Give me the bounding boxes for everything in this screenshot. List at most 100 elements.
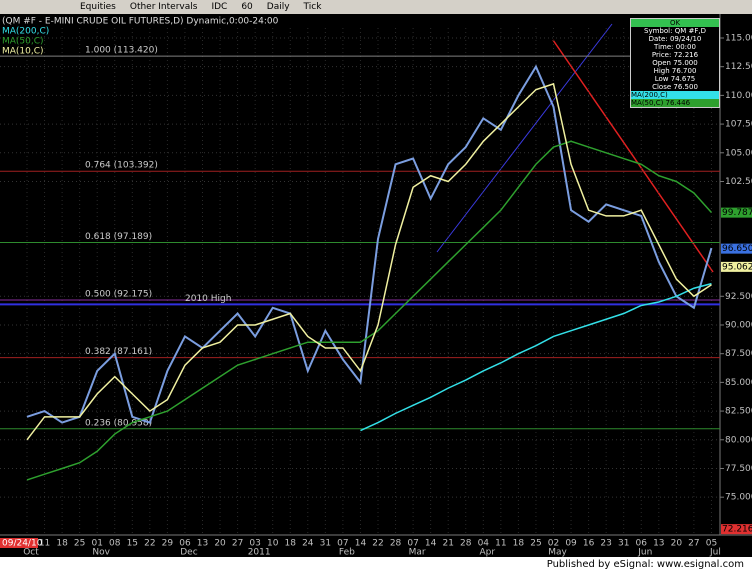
x-tick-label: 23 [600,539,611,549]
toolbar-item[interactable]: Equities [80,2,116,12]
toolbar-item[interactable]: Daily [266,2,290,12]
toolbar-item[interactable]: 60 [241,2,253,12]
x-tick-label: 31 [618,539,629,549]
y-tick-label: 107.500 [725,120,752,130]
price-marker [721,261,752,272]
panel-value: 75.000 [673,59,698,67]
panel-ma-row: MA(200,C) [631,91,719,99]
panel-row: Close 76.500 [631,83,719,91]
toolbar-item[interactable]: IDC [211,2,228,12]
x-tick-label: 10 [267,539,279,549]
x-tick-label: 22 [144,539,155,549]
panel-value: 72.216 [673,51,699,59]
price-marker-label: 95.062 [722,262,752,272]
y-tick-label: 82.500 [725,407,752,417]
panel-value: 74.675 [670,75,696,83]
x-tick-label: 07 [407,539,418,549]
panel-value: 76.700 [671,67,697,75]
y-tick-label: 90.000 [725,320,752,330]
x-tick-label: 13 [197,539,208,549]
panel-ma-row: MA(50,C) 76.446 [631,99,719,107]
panel-label: Date: [648,35,668,43]
panel-row: Price: 72.216 [631,51,719,59]
panel-label: High [653,67,670,75]
price-marker [721,524,752,535]
x-tick-label: 13 [653,539,664,549]
x-tick-label: 07 [337,539,348,549]
x-month-label: Apr [480,548,496,558]
chart: (QM #F - E-MINI CRUDE OIL FUTURES,D) Dyn… [0,14,752,558]
x-tick-label: 18 [56,539,68,549]
x-month-label: Jul [709,548,721,558]
x-tick-label: 20 [671,539,683,549]
x-tick-label: 18 [285,539,297,549]
panel-label: Close [652,83,672,91]
x-month-label: Feb [339,548,355,558]
x-tick-label: 24 [302,539,314,549]
x-tick-label: 05 [706,539,717,549]
x-tick-label: 03 [249,539,260,549]
panel-label: Symbol: [644,27,673,35]
x-tick-label: 11 [495,539,506,549]
x-tick-label: 16 [583,539,595,549]
x-tick-label: 09 [565,539,577,549]
x-tick-label: 11 [39,539,50,549]
x-tick-label: 18 [513,539,525,549]
x-month-label: Nov [92,548,110,558]
x-tick-label: 15 [127,539,138,549]
trend-line [436,23,613,253]
x-tick-label: 25 [74,539,85,549]
cursor-date-box [0,538,38,548]
x-tick-label: 22 [372,539,383,549]
chart-background [0,14,752,557]
y-tick-label: 87.500 [725,349,752,359]
legend-entry: MA(200,C) [2,27,49,37]
panel-row: Time: 00:00 [631,43,719,51]
price-marker-label: 72.216 [722,525,752,535]
panel-value: QM #F,D [674,27,706,35]
series-line [360,282,712,432]
panel-label: Open [652,59,671,67]
x-tick-label: 06 [179,539,191,549]
panel-label: Price: [651,51,672,59]
footer: Published by eSignal: www.esignal.com [546,559,744,570]
y-tick-label: 105.000 [725,148,752,158]
fib-label: 0.236 (80.958) [85,418,152,428]
x-month-label: 2011 [248,548,271,558]
panel-label: Low [654,75,669,83]
price-marker-label: 99.787 [722,208,752,218]
price-marker-label: 96.650 [722,244,752,254]
fib-label: 2010 High [185,294,231,304]
panel-value: 09/24/10 [669,35,702,43]
x-tick-label: 14 [425,539,437,549]
x-month-label: Dec [180,548,197,558]
x-tick-label: 06 [636,539,648,549]
x-tick-label: 27 [688,539,699,549]
toolbar-item[interactable]: Tick [303,2,322,12]
price-marker [721,207,752,218]
legend-entry: MA(50,C) [2,37,44,47]
x-tick-label: 29 [162,539,174,549]
y-tick-label: 115.000 [725,33,752,43]
x-month-label: Jun [637,548,652,558]
toolbar-item[interactable]: Other Intervals [129,2,198,12]
y-tick-label: 75.000 [725,493,752,503]
panel-value: 76.446 [665,99,691,107]
cursor-date: 09/24/10 [2,539,43,549]
legend-entry: MA(10,C) [2,47,44,57]
y-tick-label: 102.500 [725,177,752,187]
panel-row: Symbol: QM #F,D [631,27,719,35]
panel-value: 00:00 [675,43,696,51]
x-tick-label: 20 [214,539,226,549]
chart-title: (QM #F - E-MINI CRUDE OIL FUTURES,D) Dyn… [2,17,279,27]
fib-label: 0.764 (103.392) [85,161,158,171]
panel-value: 76.500 [673,83,698,91]
x-tick-label: 04 [478,539,490,549]
fib-label: 1.000 (113.420) [85,46,158,56]
x-tick-label: 21 [442,539,453,549]
y-tick-label: 85.000 [725,378,752,388]
x-month-label: Oct [23,548,39,558]
x-tick-label: 27 [232,539,243,549]
x-tick-label: 31 [320,539,331,549]
y-tick-label: 77.500 [725,464,752,474]
